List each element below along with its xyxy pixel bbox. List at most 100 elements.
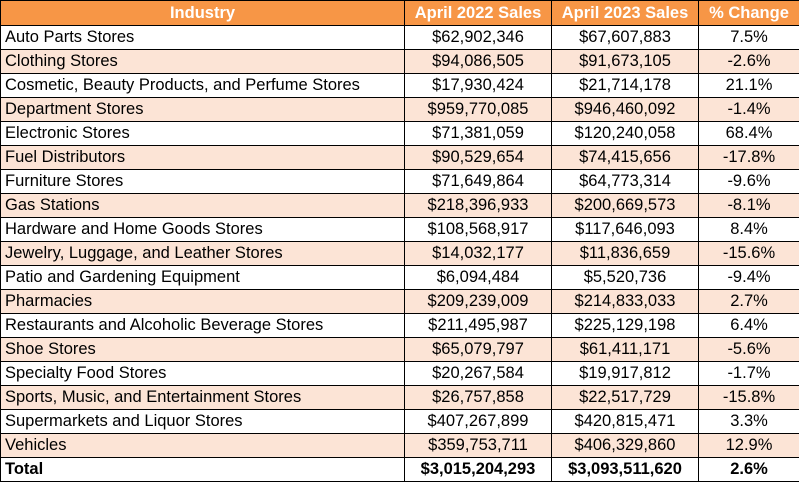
industry-cell: Gas Stations [1, 194, 405, 218]
table-row: Fuel Distributors$90,529,654$74,415,656-… [1, 146, 799, 170]
industry-cell: Electronic Stores [1, 122, 405, 146]
april-2022-sales-cell: $94,086,505 [405, 50, 552, 74]
table-row: Department Stores$959,770,085$946,460,09… [1, 98, 799, 122]
percent-change-cell: 2.7% [699, 290, 799, 314]
april-2023-sales-cell: $117,646,093 [552, 218, 699, 242]
industry-cell: Sports, Music, and Entertainment Stores [1, 386, 405, 410]
header-row: Industry April 2022 Sales April 2023 Sal… [1, 1, 799, 26]
percent-change-cell: 12.9% [699, 434, 799, 458]
april-2023-sales-cell: $74,415,656 [552, 146, 699, 170]
percent-change-cell: -1.4% [699, 98, 799, 122]
industry-cell: Vehicles [1, 434, 405, 458]
table-row: Clothing Stores$94,086,505$91,673,105-2.… [1, 50, 799, 74]
table-row: Restaurants and Alcoholic Beverage Store… [1, 314, 799, 338]
april-2022-sales-cell: $71,649,864 [405, 170, 552, 194]
april-2023-sales-cell: $11,836,659 [552, 242, 699, 266]
april-2023-sales-cell: $946,460,092 [552, 98, 699, 122]
header-percent-change: % Change [699, 1, 799, 26]
percent-change-cell: 21.1% [699, 74, 799, 98]
april-2023-sales-cell: $22,517,729 [552, 386, 699, 410]
april-2023-sales-cell: $420,815,471 [552, 410, 699, 434]
april-2023-sales-cell: $225,129,198 [552, 314, 699, 338]
april-2022-sales-cell: $26,757,858 [405, 386, 552, 410]
industry-cell: Clothing Stores [1, 50, 405, 74]
april-2023-sales-cell: $21,714,178 [552, 74, 699, 98]
table-row: Electronic Stores$71,381,059$120,240,058… [1, 122, 799, 146]
percent-change-cell: 3.3% [699, 410, 799, 434]
header-industry: Industry [1, 1, 405, 26]
april-2022-sales-cell: $359,753,711 [405, 434, 552, 458]
industry-cell: Hardware and Home Goods Stores [1, 218, 405, 242]
industry-cell: Fuel Distributors [1, 146, 405, 170]
april-2022-sales-cell: $209,239,009 [405, 290, 552, 314]
table-row: Supermarkets and Liquor Stores$407,267,8… [1, 410, 799, 434]
april-2023-sales-cell: $5,520,736 [552, 266, 699, 290]
table-row: Hardware and Home Goods Stores$108,568,9… [1, 218, 799, 242]
april-2022-sales-cell: $20,267,584 [405, 362, 552, 386]
total-row: Total $3,015,204,293 $3,093,511,620 2.6% [1, 458, 799, 482]
percent-change-cell: 68.4% [699, 122, 799, 146]
total-change: 2.6% [699, 458, 799, 482]
industry-cell: Supermarkets and Liquor Stores [1, 410, 405, 434]
april-2022-sales-cell: $6,094,484 [405, 266, 552, 290]
april-2023-sales-cell: $406,329,860 [552, 434, 699, 458]
april-2022-sales-cell: $62,902,346 [405, 26, 552, 50]
industry-cell: Patio and Gardening Equipment [1, 266, 405, 290]
april-2023-sales-cell: $19,917,812 [552, 362, 699, 386]
percent-change-cell: -9.6% [699, 170, 799, 194]
april-2023-sales-cell: $61,411,171 [552, 338, 699, 362]
industry-cell: Department Stores [1, 98, 405, 122]
april-2022-sales-cell: $71,381,059 [405, 122, 552, 146]
industry-cell: Shoe Stores [1, 338, 405, 362]
percent-change-cell: -5.6% [699, 338, 799, 362]
table-row: Furniture Stores$71,649,864$64,773,314-9… [1, 170, 799, 194]
percent-change-cell: 7.5% [699, 26, 799, 50]
industry-cell: Auto Parts Stores [1, 26, 405, 50]
table-row: Jewelry, Luggage, and Leather Stores$14,… [1, 242, 799, 266]
april-2023-sales-cell: $91,673,105 [552, 50, 699, 74]
april-2023-sales-cell: $200,669,573 [552, 194, 699, 218]
percent-change-cell: -2.6% [699, 50, 799, 74]
april-2023-sales-cell: $64,773,314 [552, 170, 699, 194]
april-2023-sales-cell: $120,240,058 [552, 122, 699, 146]
header-april-2022-sales: April 2022 Sales [405, 1, 552, 26]
april-2022-sales-cell: $90,529,654 [405, 146, 552, 170]
april-2022-sales-cell: $211,495,987 [405, 314, 552, 338]
april-2022-sales-cell: $14,032,177 [405, 242, 552, 266]
industry-cell: Pharmacies [1, 290, 405, 314]
percent-change-cell: -15.8% [699, 386, 799, 410]
april-2022-sales-cell: $17,930,424 [405, 74, 552, 98]
industry-cell: Specialty Food Stores [1, 362, 405, 386]
percent-change-cell: 6.4% [699, 314, 799, 338]
april-2023-sales-cell: $67,607,883 [552, 26, 699, 50]
percent-change-cell: -17.8% [699, 146, 799, 170]
table-row: Specialty Food Stores$20,267,584$19,917,… [1, 362, 799, 386]
table-row: Patio and Gardening Equipment$6,094,484$… [1, 266, 799, 290]
industry-cell: Cosmetic, Beauty Products, and Perfume S… [1, 74, 405, 98]
header-april-2023-sales: April 2023 Sales [552, 1, 699, 26]
industry-cell: Furniture Stores [1, 170, 405, 194]
april-2022-sales-cell: $407,267,899 [405, 410, 552, 434]
april-2022-sales-cell: $108,568,917 [405, 218, 552, 242]
total-april-2022: $3,015,204,293 [405, 458, 552, 482]
april-2023-sales-cell: $214,833,033 [552, 290, 699, 314]
april-2022-sales-cell: $65,079,797 [405, 338, 552, 362]
table-row: Shoe Stores$65,079,797$61,411,171-5.6% [1, 338, 799, 362]
percent-change-cell: -1.7% [699, 362, 799, 386]
percent-change-cell: 8.4% [699, 218, 799, 242]
industry-cell: Restaurants and Alcoholic Beverage Store… [1, 314, 405, 338]
table-row: Cosmetic, Beauty Products, and Perfume S… [1, 74, 799, 98]
percent-change-cell: -15.6% [699, 242, 799, 266]
table-row: Gas Stations$218,396,933$200,669,573-8.1… [1, 194, 799, 218]
april-2022-sales-cell: $218,396,933 [405, 194, 552, 218]
total-april-2023: $3,093,511,620 [552, 458, 699, 482]
percent-change-cell: -9.4% [699, 266, 799, 290]
april-2022-sales-cell: $959,770,085 [405, 98, 552, 122]
table-row: Sports, Music, and Entertainment Stores$… [1, 386, 799, 410]
percent-change-cell: -8.1% [699, 194, 799, 218]
total-label: Total [1, 458, 405, 482]
